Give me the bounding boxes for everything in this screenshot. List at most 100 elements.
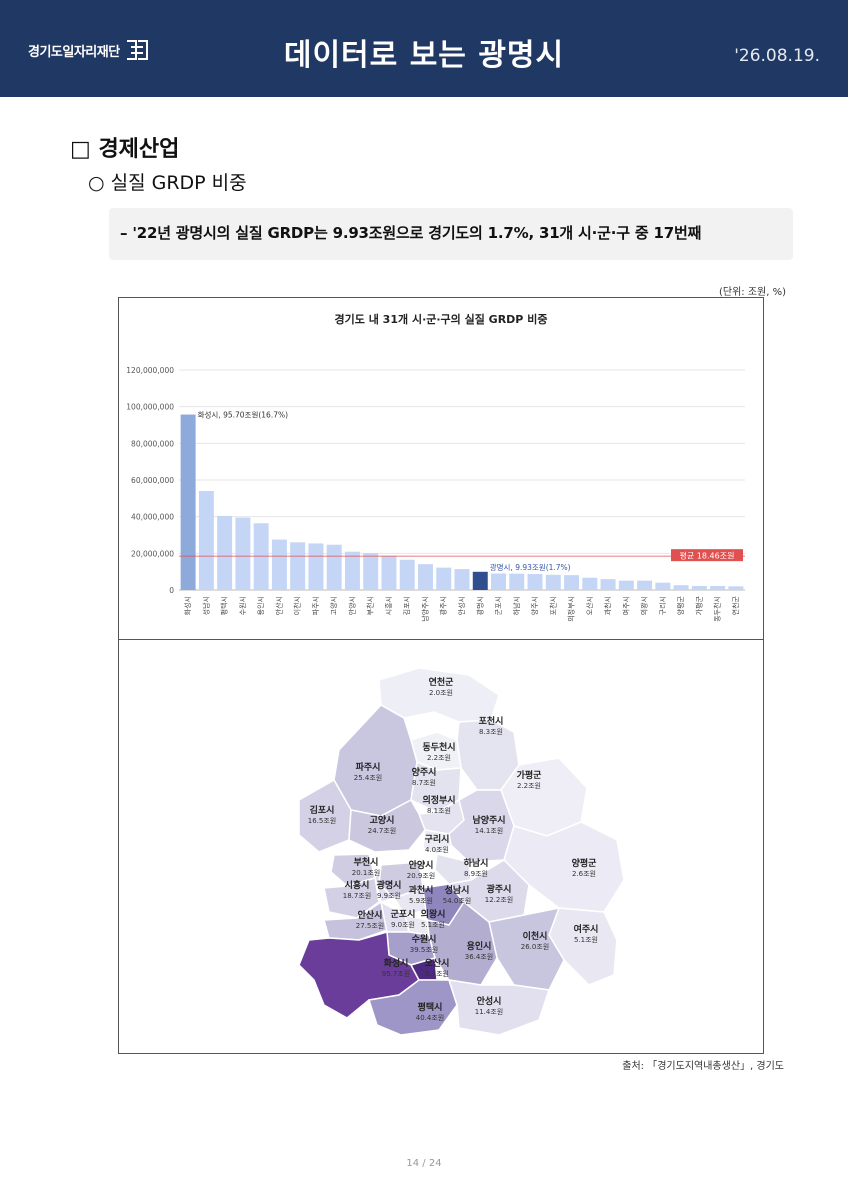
x-tick-label: 파주시 <box>311 596 320 615</box>
x-tick-label: 하남시 <box>512 596 521 615</box>
map-region-name: 과천시 <box>409 884 434 896</box>
x-tick-label: 안성시 <box>457 596 466 615</box>
map-region-value: 12.2조원 <box>485 895 513 904</box>
bar <box>454 569 470 590</box>
bar <box>363 553 379 590</box>
y-tick-label: 120,000,000 <box>126 366 174 375</box>
map-region-value: 18.7조원 <box>343 891 371 900</box>
unit-note: (단위: 조원, %) <box>718 287 786 298</box>
x-tick-label: 성남시 <box>201 596 210 615</box>
map-region-value: 2.2조원 <box>427 753 451 762</box>
map-region-value: 39.5조원 <box>410 945 438 954</box>
bar <box>472 571 488 590</box>
map-region-name: 시흥시 <box>345 879 370 891</box>
bar <box>691 585 707 590</box>
bar <box>728 586 744 590</box>
bar <box>344 551 360 590</box>
map-region-value: 2.0조원 <box>429 688 453 697</box>
section-heading: □ 경제산업 <box>70 137 180 162</box>
map-region-name: 성남시 <box>445 884 470 896</box>
region-anseong <box>447 979 550 1036</box>
region-guri <box>422 829 452 855</box>
map-region-name: 안산시 <box>358 909 383 921</box>
map-region-value: 8.7조원 <box>412 778 436 787</box>
x-tick-label: 광주시 <box>440 596 448 615</box>
x-tick-label: 의왕시 <box>640 596 649 615</box>
y-tick-label: 20,000,000 <box>131 549 174 558</box>
y-tick-label: 80,000,000 <box>131 439 174 448</box>
map-region-value: 24.7조원 <box>368 826 396 835</box>
bar <box>217 515 233 590</box>
bar <box>253 523 269 590</box>
x-tick-label: 용인시 <box>256 596 265 615</box>
page-title: 데이터로 보는 광명시 <box>283 38 565 73</box>
y-tick-label: 0 <box>169 586 174 595</box>
map-region-name: 의정부시 <box>422 794 455 806</box>
x-tick-label: 부천시 <box>366 596 375 615</box>
x-tick-label: 김포시 <box>403 596 411 615</box>
x-tick-label: 의정부시 <box>567 596 576 622</box>
x-tick-label: 수원시 <box>238 596 247 615</box>
map-region-name: 용인시 <box>467 941 492 952</box>
grdp-bar-chart: 경기도 내 31개 시·군·구의 실질 GRDP 비중 0 20,000,000 4… <box>118 297 764 640</box>
x-tick-label: 여주시 <box>621 596 630 615</box>
bar <box>417 564 433 590</box>
org-logo: 경기도일자리재단 <box>28 38 150 62</box>
map-region-name: 화성시 <box>384 957 409 969</box>
map-region-name: 남양주시 <box>472 814 505 826</box>
map-region-value: 4.0조원 <box>425 845 449 854</box>
map-region-name: 양평군 <box>572 857 598 869</box>
map-region-value: 9.9조원 <box>377 891 401 900</box>
map-region-name: 수원시 <box>412 933 437 945</box>
region-yongin <box>426 900 498 986</box>
org-logo-icon <box>126 40 148 60</box>
region-gwangmyeong <box>374 864 396 903</box>
map-region-value: 5.1조원 <box>574 935 598 944</box>
region-icheon <box>488 907 565 991</box>
region-namyangju <box>448 789 515 863</box>
map-region-value: 36.4조원 <box>465 952 493 961</box>
map-region-name: 의왕시 <box>421 908 446 920</box>
x-tick-label: 포천시 <box>548 596 557 615</box>
map-region-name: 하남시 <box>464 857 489 869</box>
org-name: 경기도일자리재단 <box>28 44 120 60</box>
map-region-name: 양주시 <box>412 766 437 778</box>
x-tick-label: 군포시 <box>495 596 503 615</box>
map-region-name: 오산시 <box>425 957 450 969</box>
map-region-name: 포천시 <box>479 716 504 727</box>
summary-box: – '22년 광명시의 실질 GRDP는 9.93조원으로 경기도의 1.7%,… <box>109 208 793 260</box>
bar <box>180 414 196 590</box>
map-region-value: 8.1조원 <box>427 806 451 815</box>
bar <box>600 579 616 590</box>
bar <box>545 574 561 590</box>
y-tick-label: 100,000,000 <box>126 403 174 412</box>
region-siheung <box>323 877 380 919</box>
x-tick-label: 안양시 <box>347 596 356 615</box>
top-bar-annotation: 화성시, 95.70조원(16.7%) <box>198 411 288 420</box>
y-tick-label: 60,000,000 <box>131 476 174 485</box>
map-region-value: 2.2조원 <box>517 781 541 790</box>
map-region-name: 평택시 <box>418 1001 443 1013</box>
bar-chart-svg: 경기도 내 31개 시·군·구의 실질 GRDP 비중 0 20,000,000 4… <box>126 312 745 622</box>
chart-title: 경기도 내 31개 시·군·구의 실질 GRDP 비중 <box>335 312 548 326</box>
map-region-name: 김포시 <box>310 804 335 816</box>
x-tick-label: 양주시 <box>531 596 539 615</box>
map-region-name: 고양시 <box>370 814 395 826</box>
map-region-value: 14.1조원 <box>475 826 503 835</box>
x-tick-label: 연천군 <box>731 595 740 615</box>
x-tick-label: 시흥시 <box>384 596 393 615</box>
summary-text: – '22년 광명시의 실질 GRDP는 9.93조원으로 경기도의 1.7%,… <box>120 224 702 242</box>
bar <box>235 517 251 590</box>
x-tick-label: 동두천시 <box>713 596 722 622</box>
page-number: 14 / 24 <box>406 1158 442 1169</box>
region-paju <box>333 704 418 817</box>
bar <box>618 580 634 590</box>
bar <box>381 555 397 590</box>
bar <box>655 582 671 590</box>
map-region-value: 8.3조원 <box>479 727 503 736</box>
map-region-value: 54.0조원 <box>443 896 471 905</box>
bar <box>308 543 324 590</box>
map-region-name: 이천시 <box>523 930 548 942</box>
map-region-name: 가평군 <box>517 769 543 781</box>
